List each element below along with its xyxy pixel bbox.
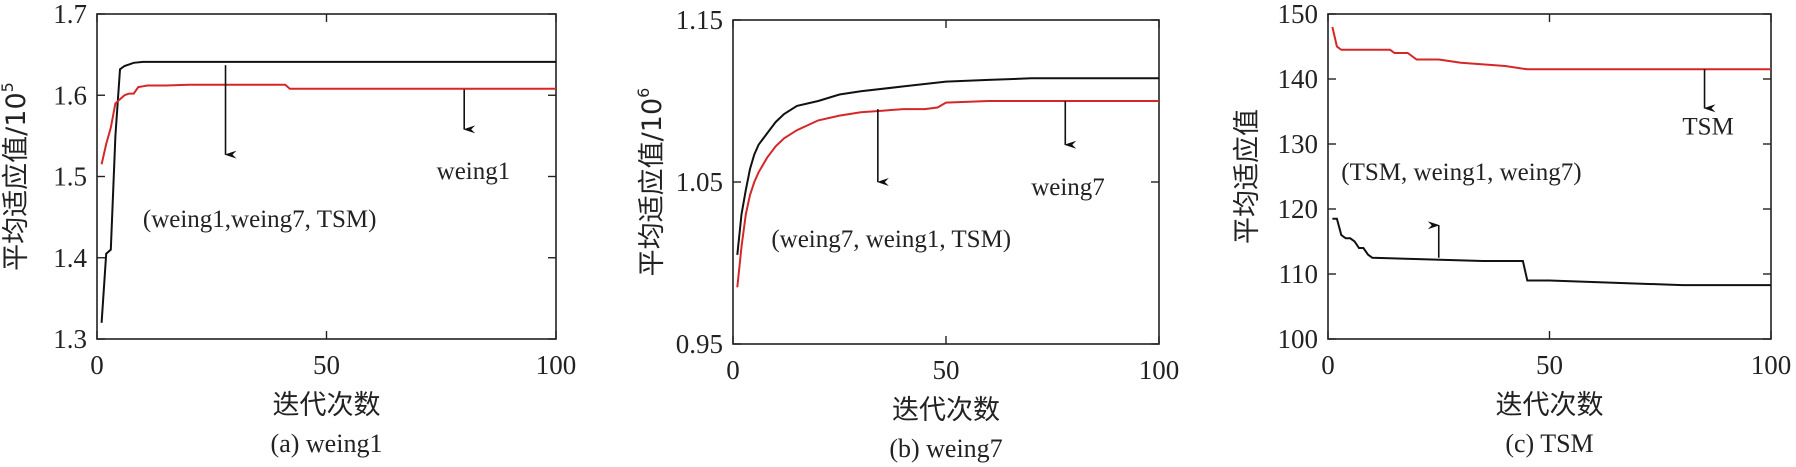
y-tick-label: 1.4 <box>53 243 87 273</box>
y-tick-label: 1.7 <box>53 0 87 29</box>
y-tick-label: 110 <box>1279 259 1319 289</box>
y-tick-label: 130 <box>1278 129 1319 159</box>
series-annotation: weing1 <box>437 158 511 185</box>
y-tick-label: 0.95 <box>676 329 723 359</box>
y-tick-label: 1.6 <box>53 80 87 110</box>
y-tick-label: 1.5 <box>53 162 87 192</box>
series-line-2 <box>736 100 1159 288</box>
series-annotation: (weing1,weing7, TSM) <box>143 206 377 233</box>
y-tick-label: 1.3 <box>53 324 87 354</box>
x-tick-label: 50 <box>1536 350 1563 380</box>
series-annotation: (TSM, weing1, weing7) <box>1341 159 1581 186</box>
x-tick-label: 50 <box>313 350 340 380</box>
subfigure-caption: (b) weing7 <box>889 434 1002 463</box>
y-tick-label: 140 <box>1278 64 1319 94</box>
y-tick-label: 100 <box>1278 324 1319 354</box>
chart-panel-3: 100 110 120 130 140 150 0 50 100 TSM (TSM, weing1,… <box>1232 0 1791 458</box>
subfigure-caption: (a) weing1 <box>271 429 383 458</box>
x-tick-label: 0 <box>726 355 740 385</box>
y-tick-label: 1.05 <box>676 167 723 197</box>
y-axis-label: 平均适应值/106 <box>634 88 668 277</box>
series-line-1 <box>1331 26 1771 71</box>
series-line-1 <box>100 60 556 323</box>
x-tick-label: 0 <box>90 350 104 380</box>
y-tick-label: 150 <box>1278 0 1319 29</box>
series-annotation: (weing7, weing1, TSM) <box>771 226 1011 253</box>
x-tick-label: 50 <box>933 355 960 385</box>
series-line-2 <box>100 83 556 165</box>
y-axis-label: 平均适应值 <box>1232 109 1263 244</box>
x-tick-label: 100 <box>536 350 577 380</box>
x-tick-label: 100 <box>1751 350 1792 380</box>
series-line-1 <box>736 77 1159 256</box>
y-axis-label: 平均适应值/105 <box>0 82 32 271</box>
series-annotation: weing7 <box>1031 174 1105 201</box>
subfigure-caption: (c) TSM <box>1505 429 1593 458</box>
x-axis-label: 迭代次数 <box>273 390 381 421</box>
x-axis-label: 迭代次数 <box>1496 390 1604 421</box>
chart-panel-1: 1.3 1.4 1.5 1.6 1.7 0 50 100 weing1 (weing1,weing… <box>0 0 576 458</box>
series-annotation: TSM <box>1682 113 1733 140</box>
x-tick-label: 100 <box>1139 355 1180 385</box>
chart-panel-2: 0.95 1.05 1.15 0 50 100 weing7 (weing7, weing1,… <box>634 5 1179 463</box>
x-tick-label: 0 <box>1321 350 1335 380</box>
x-axis-label: 迭代次数 <box>892 395 1000 426</box>
y-tick-label: 1.15 <box>676 5 723 35</box>
y-tick-label: 120 <box>1278 194 1319 224</box>
series-line-2 <box>1332 217 1771 287</box>
